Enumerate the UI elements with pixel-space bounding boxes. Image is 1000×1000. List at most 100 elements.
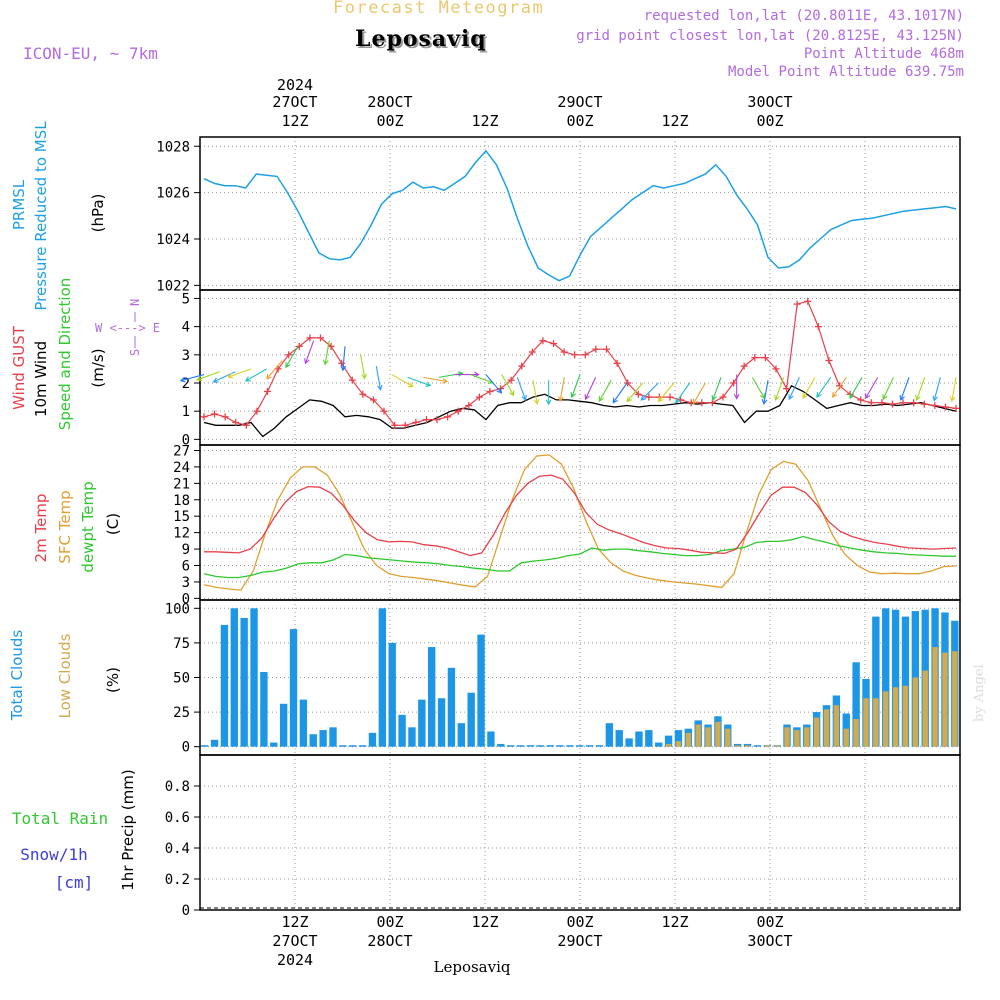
wind-arrow-head [915, 394, 921, 401]
wind-arrow [227, 368, 252, 379]
gust-marker [348, 376, 356, 384]
gust-marker [401, 421, 409, 429]
total-cloud-bar [408, 727, 416, 747]
gust-marker [264, 387, 272, 395]
top-time-label: 00Z [376, 112, 403, 130]
gust-marker [920, 400, 928, 408]
total-cloud-bar [872, 616, 880, 747]
wind-arrow [244, 368, 267, 382]
wind-arrow-head [533, 398, 540, 405]
low-cloud-bar [774, 745, 780, 747]
wind-speed-line [203, 384, 957, 438]
low-cloud-bar [734, 745, 741, 747]
y-tick-label: 21 [173, 476, 190, 492]
gust-marker [412, 418, 420, 426]
footer-location: Leposaviq [434, 958, 511, 976]
wind-arrow [733, 374, 740, 400]
wind-arrow-head [598, 395, 604, 402]
wind-arrow-shaft [423, 376, 448, 383]
total-cloud-bar [664, 735, 673, 747]
wind-arrow-shaft [180, 374, 205, 382]
wind-arrow [640, 382, 659, 401]
total-cloud-bar [418, 699, 426, 747]
bottom-time-label: 00Z [376, 913, 403, 931]
gust-marker [391, 421, 399, 429]
wind-arrow-shaft [516, 377, 527, 401]
wind-arrow [865, 377, 879, 400]
gust-marker [465, 402, 473, 410]
wind-arrow-head [612, 397, 618, 404]
snow-label: Snow/1h [20, 845, 87, 864]
wind-arrow [375, 365, 383, 391]
wind-arrow-head [195, 375, 203, 382]
wind-arrow-head [584, 394, 590, 401]
wind-arrow-head [457, 371, 464, 377]
top-time-label: 28OCT [367, 93, 412, 111]
watermark: by Angel [972, 664, 987, 722]
y-tick-label: 1026 [156, 186, 190, 202]
wind-arrow [266, 360, 283, 380]
gust-marker [836, 382, 844, 390]
gust-marker [825, 356, 833, 364]
wind-arrow-head [831, 391, 838, 398]
gust-marker [433, 416, 441, 424]
wind-arrow-shaft [626, 382, 644, 402]
low-cloud-bar [942, 652, 948, 747]
wind-arrow-head [545, 399, 552, 406]
panel-frame-temp [199, 444, 961, 601]
total-cloud-bar [655, 742, 663, 747]
wind-arrow-shaft [675, 382, 691, 403]
wind-arrow-head [802, 393, 808, 400]
gust-marker [232, 418, 240, 426]
wind-arrow-shaft [612, 382, 628, 403]
wind-arrow-head [509, 390, 515, 397]
wind-arrow-shaft [882, 377, 894, 400]
gust-marker [285, 351, 293, 359]
wind-arrow-head [558, 396, 564, 403]
gust-marker [698, 399, 706, 407]
wind-arrow-shaft [774, 377, 785, 401]
compass-west-east: W <---> E [95, 321, 160, 335]
gust-marker [952, 404, 960, 412]
gust-marker [486, 387, 494, 395]
bottom-time-label: 12Z [661, 913, 688, 931]
total-cloud-bar [240, 617, 248, 747]
gust-marker [242, 421, 250, 429]
total-cloud-bar [319, 730, 327, 747]
wind-arrow [831, 377, 847, 398]
wind-arrow-head [521, 394, 527, 401]
wind-arrow [438, 371, 464, 378]
wind-arrow-shaft [788, 377, 800, 400]
wind-arrow [761, 380, 769, 405]
low-cloud-bar [922, 670, 928, 747]
wind-arrow [501, 374, 515, 397]
gust-marker [454, 407, 462, 415]
chart-title: Forecast Meteogram [333, 0, 545, 18]
bottom-time-label: 27OCT [272, 932, 317, 950]
wind-arrow-head [657, 396, 664, 403]
gust-marker [422, 416, 430, 424]
gust-marker [444, 413, 452, 421]
y-tick-label: 0.4 [165, 841, 190, 857]
bottom-time-label: 12Z [471, 913, 498, 931]
total-cloud-bar [516, 745, 525, 747]
compass-south: S [128, 349, 142, 356]
wind-arrow [915, 377, 926, 401]
low-cloud-bar [823, 709, 830, 747]
grid-coordinates: grid point closest lon,lat (20.8125E, 43… [576, 28, 964, 44]
wind-arrow [485, 374, 503, 394]
wind-arrow-shaft [763, 380, 769, 404]
y-tick-label: 50 [173, 671, 190, 687]
y-tick-label: 0 [182, 740, 190, 756]
total-cloud-bar [753, 745, 762, 747]
wind-arrow [360, 354, 367, 380]
gust-marker [761, 354, 769, 362]
wind-arrow-shaft [816, 377, 832, 398]
wind-arrow-head [865, 393, 871, 400]
wind-arrow [626, 382, 644, 403]
y-tick-label: 0 [182, 903, 190, 919]
total-cloud-bar [566, 745, 574, 747]
gust-marker [867, 399, 875, 407]
total-cloud-bar [526, 745, 535, 747]
total-cloud-bar [625, 738, 633, 747]
